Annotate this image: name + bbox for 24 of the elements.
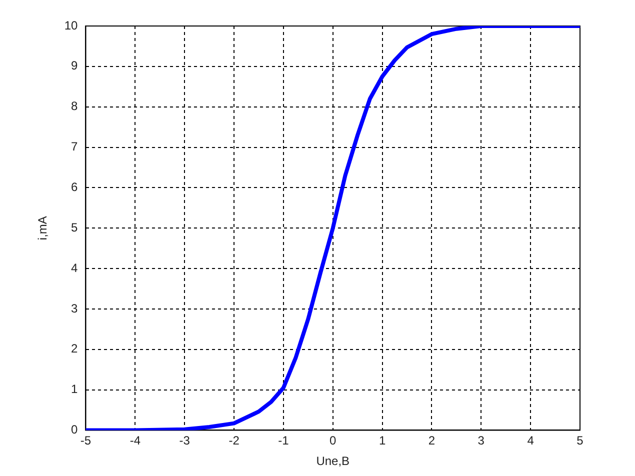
x-axis-title: Une,B xyxy=(316,454,350,468)
y-tick-label: 4 xyxy=(71,260,78,275)
x-tick-label: -1 xyxy=(278,434,290,448)
x-tick-label: 1 xyxy=(378,434,386,448)
x-tick-label: -4 xyxy=(130,434,141,448)
x-tick-label: 0 xyxy=(330,434,337,448)
y-axis-title: i,mA xyxy=(36,216,50,240)
y-tick-label: 9 xyxy=(71,58,78,73)
y-tick-label: 8 xyxy=(71,99,78,114)
y-tick-label: 0 xyxy=(71,422,78,437)
x-tick-label: 2 xyxy=(428,434,436,448)
y-tick-label: 7 xyxy=(71,140,78,154)
y-tick-label: 3 xyxy=(71,301,78,316)
x-tick-label: 4 xyxy=(527,434,534,448)
x-tick-label: 3 xyxy=(478,434,485,448)
y-tick-label: 10 xyxy=(64,18,78,32)
x-tick-label: -3 xyxy=(179,434,190,448)
y-tick-label: 6 xyxy=(71,180,78,194)
y-tick-label: 1 xyxy=(71,382,78,396)
y-tick-label: 2 xyxy=(71,342,78,356)
x-tick-label: 5 xyxy=(576,434,584,448)
x-tick-label: -5 xyxy=(80,434,92,448)
x-tick-label: -2 xyxy=(228,434,240,448)
y-tick-label: 5 xyxy=(71,220,78,234)
